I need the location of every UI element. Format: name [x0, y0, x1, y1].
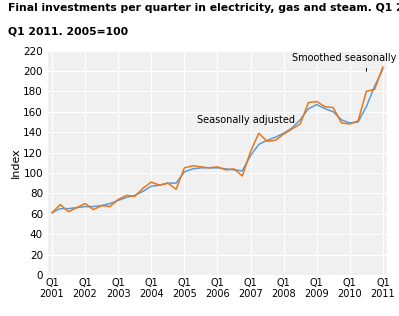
- Text: Q1 2011. 2005=100: Q1 2011. 2005=100: [8, 27, 128, 37]
- Text: Final investments per quarter in electricity, gas and steam. Q1 2001-: Final investments per quarter in electri…: [8, 3, 399, 13]
- Text: Smoothed seasonally adjusted: Smoothed seasonally adjusted: [292, 53, 399, 71]
- Y-axis label: Index: Index: [10, 147, 20, 178]
- Text: Seasonally adjusted: Seasonally adjusted: [197, 115, 295, 125]
